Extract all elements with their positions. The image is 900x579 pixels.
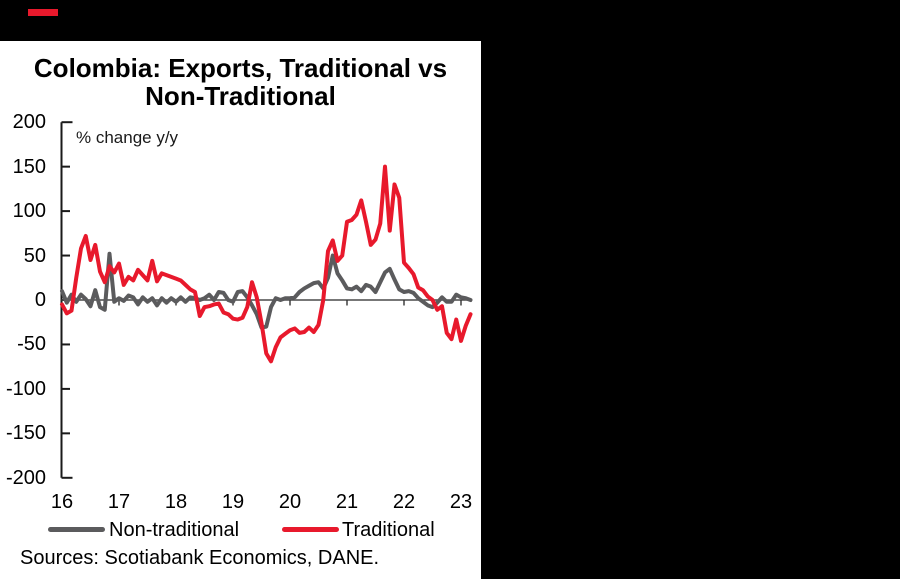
- x-axis-tick-label: 20: [278, 491, 302, 513]
- x-axis-tick-label: 21: [335, 491, 359, 513]
- y-axis-tick-label: -100: [5, 377, 46, 400]
- x-axis-tick-label: 18: [164, 491, 188, 513]
- chart-title-line2: Non-Traditional: [145, 81, 336, 111]
- chart-title-line1: Colombia: Exports, Traditional vs: [33, 53, 448, 83]
- legend-label-traditional: Traditional: [342, 519, 435, 541]
- series-line-traditional: [60, 164, 473, 364]
- x-axis-tick-label: 16: [50, 491, 74, 513]
- brand-red-dash: [28, 9, 58, 16]
- y-axis-tick-label: -150: [5, 422, 46, 445]
- legend-label-non-traditional: Non-traditional: [109, 519, 240, 541]
- legend-swatch-traditional: [282, 527, 339, 532]
- plot-area: [60, 121, 473, 479]
- y-axis-tick-label: 100: [12, 200, 46, 223]
- y-axis-tick-label: -200: [5, 466, 46, 489]
- legend-swatch-non-traditional: [48, 527, 105, 532]
- chart-panel: Colombia: Exports, Traditional vs Non-Tr…: [0, 41, 481, 579]
- y-axis-tick-label: 150: [12, 155, 46, 178]
- series-line-non-traditional: [60, 251, 473, 330]
- x-axis-tick-label: 19: [221, 491, 245, 513]
- y-axis-tick-label: -50: [17, 333, 46, 356]
- chart-title: Colombia: Exports, Traditional vs Non-Tr…: [0, 54, 481, 110]
- x-axis-tick-label: 17: [107, 491, 131, 513]
- top-black-bar: [0, 0, 900, 41]
- y-axis-unit-label: % change y/y: [76, 128, 179, 147]
- y-axis-tick-label: 50: [23, 244, 46, 267]
- x-axis-tick-label: 22: [392, 491, 416, 513]
- x-axis-tick-label: 23: [449, 491, 473, 513]
- y-axis-tick-label: 0: [34, 289, 46, 311]
- y-axis-tick-label: 200: [12, 111, 46, 134]
- source-note: Sources: Scotiabank Economics, DANE.: [20, 547, 380, 569]
